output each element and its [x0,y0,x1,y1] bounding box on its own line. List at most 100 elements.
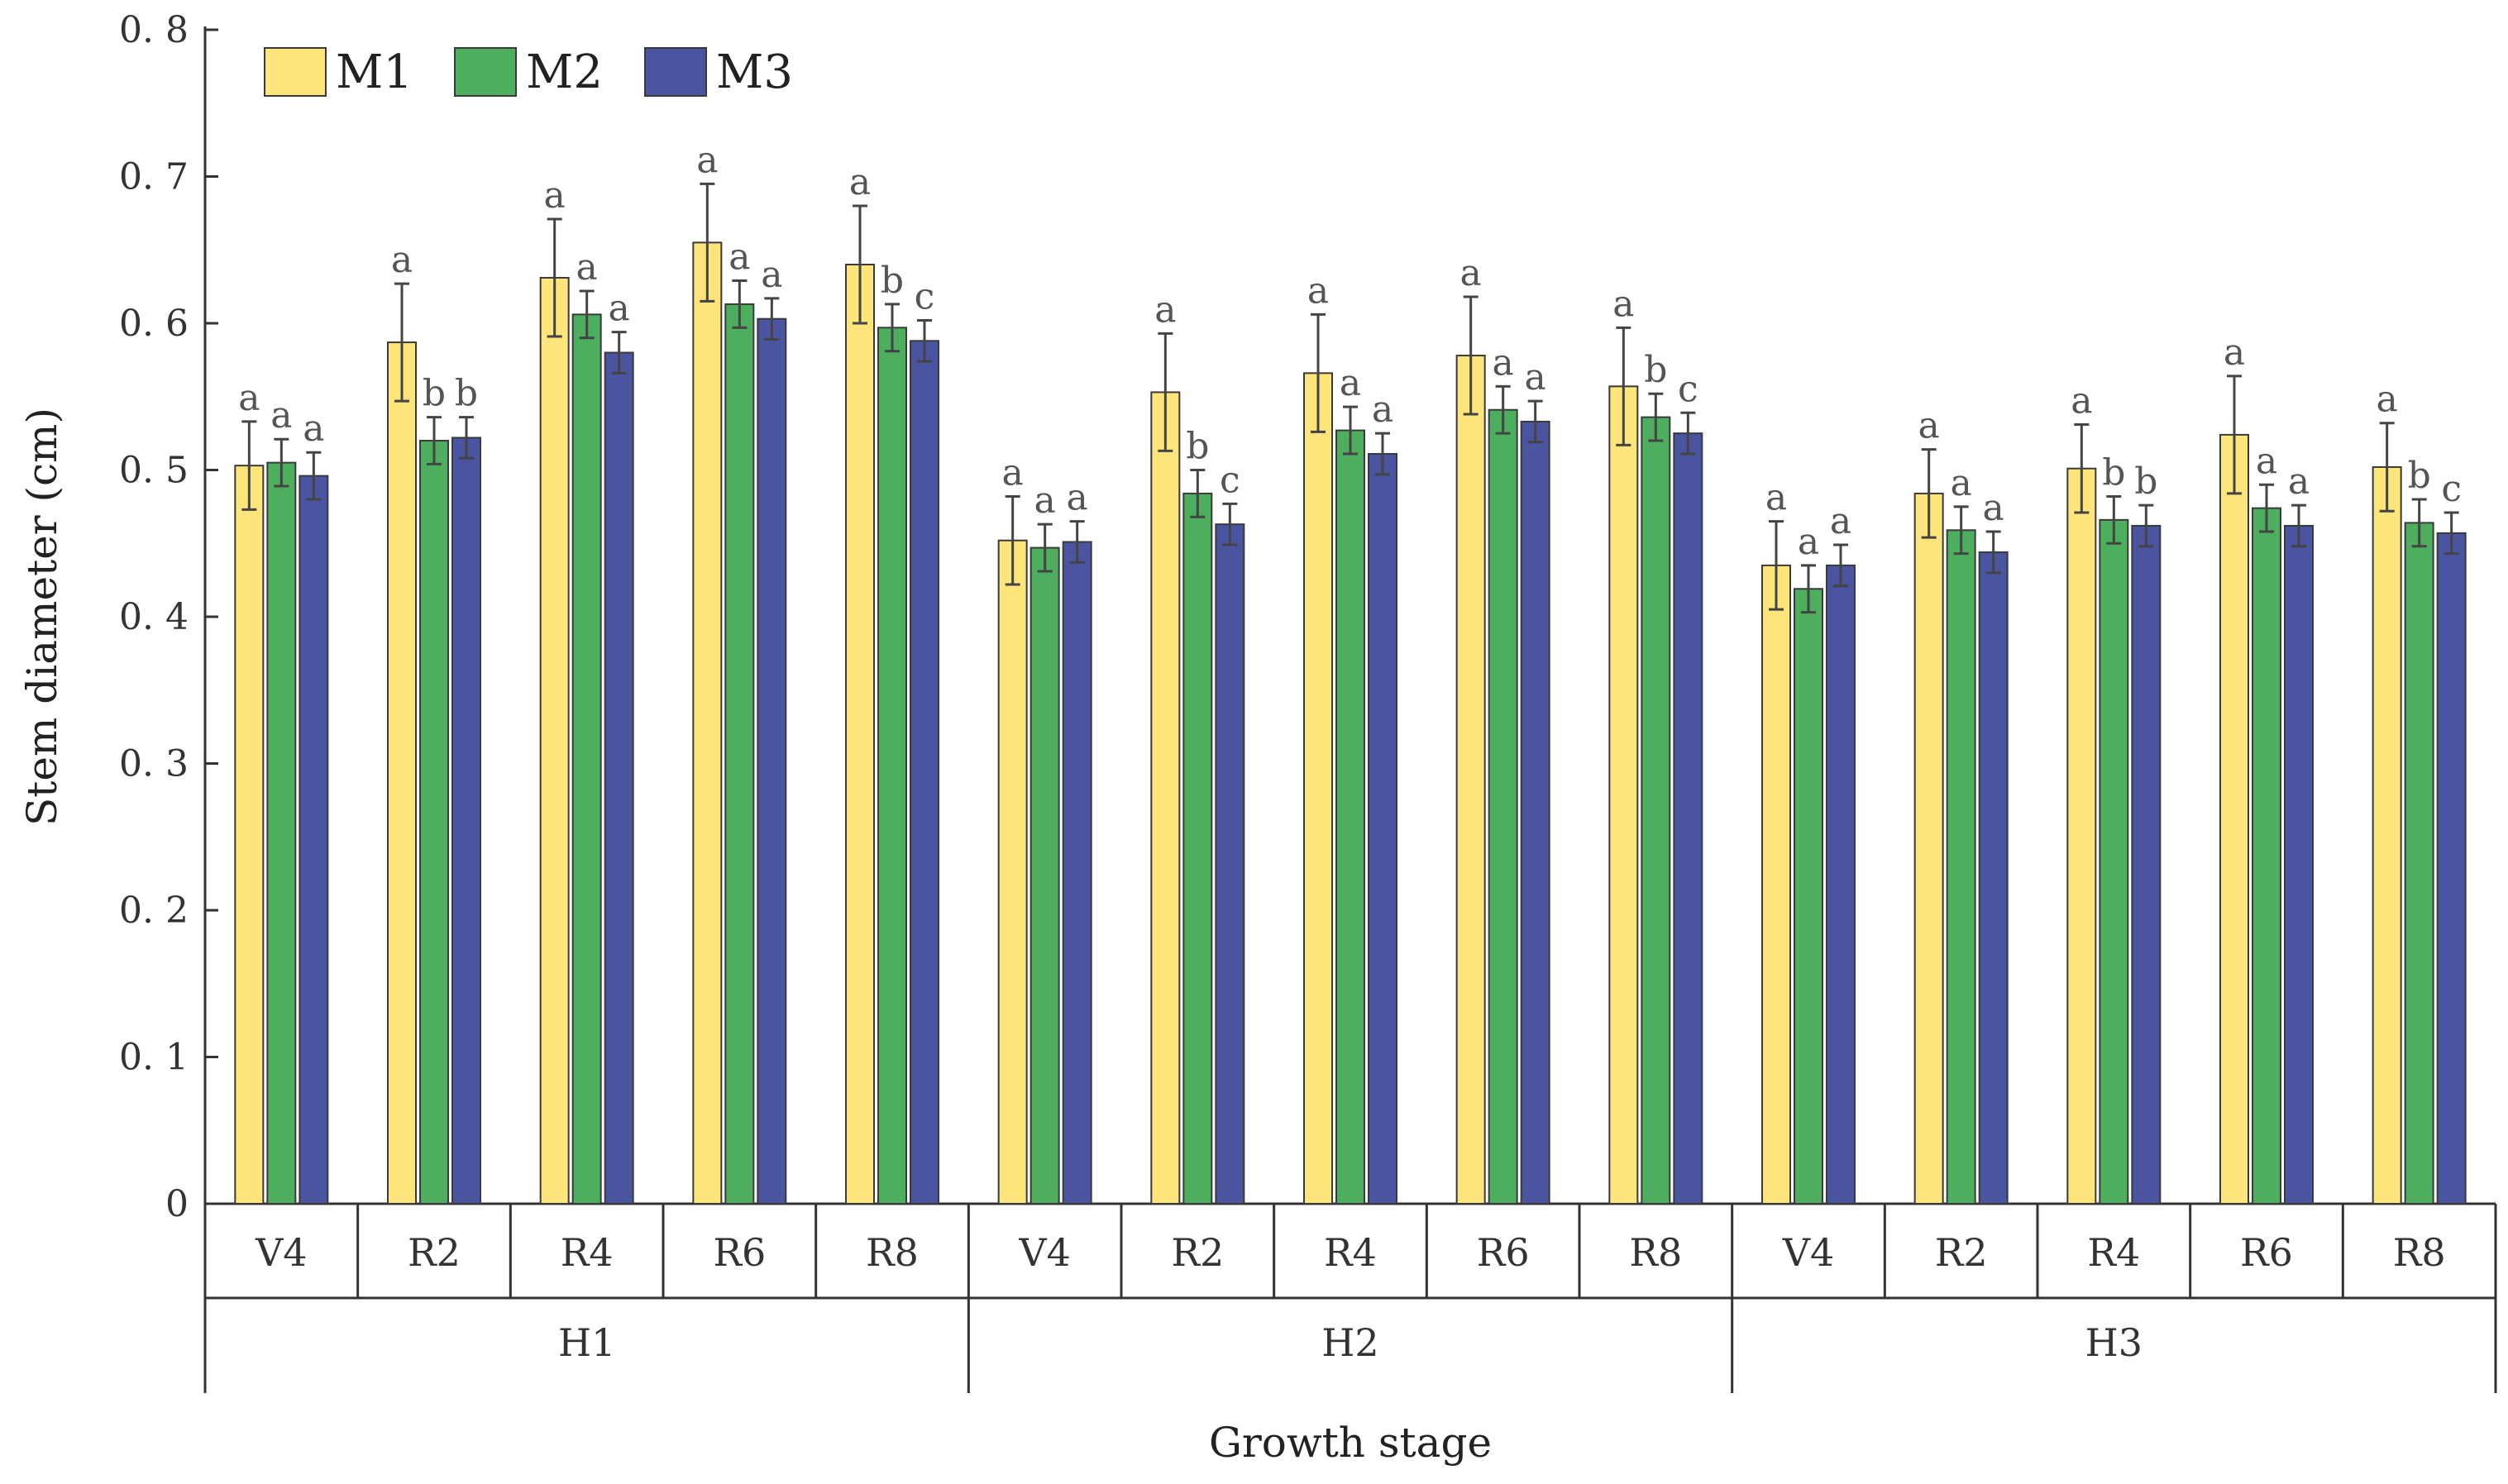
bar-M1-H2-V4 [997,539,1028,1205]
significance-letter-M3-H2-V4: a [1067,477,1088,519]
bar-M1-H1-V4 [234,465,265,1205]
y-tick-label: 0. 8 [119,9,189,51]
group-label-H2: H2 [1321,1320,1378,1365]
bar-M2-H1-R4 [571,313,602,1205]
significance-letter-M2-H3-R8: b [2408,455,2431,497]
bar-M1-H3-R6 [2219,433,2249,1205]
bar-M1-H2-R2 [1150,391,1181,1205]
significance-letter-M3-H2-R8: c [1678,368,1698,410]
bar-M3-H2-V4 [1062,541,1092,1205]
bar-M1-H3-R4 [2066,467,2097,1205]
significance-letter-M1-H3-R2: a [1918,405,1940,447]
significance-letter-M3-H3-R6: a [2288,460,2310,503]
bar-M2-H3-R6 [2252,507,2281,1205]
bar-M2-H3-V4 [1794,588,1823,1205]
legend-swatch-M2 [454,47,517,97]
significance-letter-M1-H3-R6: a [2224,332,2245,374]
y-tick-label: 0. 7 [119,156,189,198]
significance-letter-M2-H2-R4: a [1340,362,1361,404]
significance-letter-M1-H2-R6: a [1460,252,1482,294]
bar-M3-H1-V4 [299,475,329,1205]
significance-letter-M2-H3-V4: a [1798,521,1819,563]
bar-M1-H2-R4 [1303,372,1333,1205]
significance-letter-M2-H2-R8: b [1644,349,1667,391]
significance-letter-M1-H2-R4: a [1307,270,1329,312]
legend-label-M2: M2 [526,45,603,99]
category-label-H2-R4: R4 [1324,1230,1377,1275]
y-tick-label: 0. 5 [119,450,189,492]
category-label-H3-R8: R8 [2393,1230,2446,1275]
significance-letter-M1-H2-R8: a [1612,283,1634,325]
significance-letter-M2-H1-R6: a [729,236,750,279]
significance-letter-M3-H2-R2: c [1220,459,1240,501]
bar-M1-H1-R8 [845,264,875,1205]
significance-letter-M3-H1-R6: a [761,254,782,296]
significance-letter-M1-H3-R8: a [2377,379,2398,421]
bar-M3-H3-R4 [2131,524,2162,1205]
significance-letter-M3-H2-R6: a [1525,356,1546,398]
bar-M2-H2-R2 [1182,492,1213,1205]
bar-M3-H2-R4 [1368,452,1397,1205]
bar-M3-H2-R8 [1673,432,1703,1205]
x-axis-title: Growth stage [1209,1419,1492,1467]
significance-letter-M2-H3-R4: b [2102,451,2125,494]
significance-letter-M3-H2-R4: a [1372,389,1393,431]
category-label-H1-R4: R4 [561,1230,614,1275]
group-label-H1: H1 [558,1320,615,1365]
category-label-H3-V4: V4 [1782,1230,1835,1275]
significance-letter-M3-H3-R2: a [1983,487,2004,529]
bar-M2-H1-V4 [266,461,297,1205]
bar-M2-H3-R2 [1946,529,1976,1205]
category-label-H1-R6: R6 [713,1230,766,1275]
category-label-H1-R2: R2 [408,1230,461,1275]
y-tick-label: 0. 2 [119,890,189,932]
bar-M1-H2-R8 [1608,385,1639,1205]
significance-letter-M1-H1-R8: a [849,161,871,203]
bar-M3-H1-R8 [910,340,939,1205]
bar-M2-H2-R8 [1641,416,1671,1205]
bar-M2-H1-R8 [877,327,907,1205]
category-label-H3-R6: R6 [2240,1230,2293,1275]
bar-M1-H1-R4 [539,276,570,1205]
bar-M2-H2-R4 [1335,429,1365,1205]
legend-swatch-M3 [644,47,707,97]
legend-swatch-M1 [264,47,327,97]
legend-label-M3: M3 [716,45,793,99]
bar-M3-H1-R4 [604,351,634,1205]
bar-M3-H1-R6 [757,317,787,1205]
significance-letter-M2-H1-R8: b [881,260,904,302]
bar-M2-H2-V4 [1029,546,1060,1205]
bar-M3-H3-R6 [2284,524,2314,1205]
bar-M1-H2-R6 [1455,355,1486,1205]
category-label-H3-R2: R2 [1935,1230,1988,1275]
significance-letter-M2-H1-R4: a [576,246,598,289]
bar-M1-H3-R8 [2372,465,2402,1205]
category-label-H2-V4: V4 [1018,1230,1071,1275]
significance-letter-M3-H3-R8: c [2441,468,2462,510]
bar-M3-H2-R6 [1520,420,1550,1205]
category-label-H2-R2: R2 [1171,1230,1224,1275]
bar-M2-H1-R2 [419,440,449,1205]
significance-letter-M1-H1-R2: a [391,239,413,281]
bar-M3-H3-R8 [2436,532,2467,1205]
bar-M3-H3-V4 [1826,564,1856,1205]
bar-M1-H3-V4 [1761,564,1791,1205]
significance-letter-M2-H1-V4: a [270,394,292,437]
significance-letter-M1-H2-V4: a [1002,451,1024,494]
bar-M2-H3-R8 [2404,522,2434,1205]
significance-letter-M3-H1-R4: a [609,288,630,330]
significance-letter-M1-H1-R4: a [544,174,566,217]
y-axis-title: Stem diameter (cm) [18,408,66,826]
bar-M3-H1-R2 [451,437,481,1205]
y-tick-label: 0. 4 [119,596,189,638]
significance-letter-M2-H2-R2: b [1186,426,1209,468]
bar-M1-H1-R6 [692,241,723,1205]
significance-letter-M1-H2-R2: a [1154,289,1176,331]
y-tick-label: 0. 1 [119,1037,189,1079]
bar-M3-H2-R2 [1215,523,1245,1205]
y-tick-label: 0. 6 [119,303,189,345]
category-label-H2-R8: R8 [1629,1230,1682,1275]
bar-M3-H3-R2 [1978,551,2009,1205]
